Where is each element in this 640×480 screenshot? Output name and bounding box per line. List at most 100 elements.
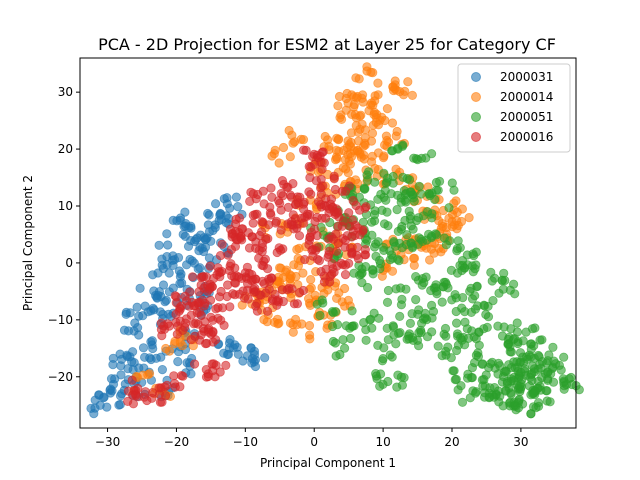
data-point (390, 76, 400, 86)
data-point (363, 167, 374, 177)
data-point (405, 318, 415, 328)
data-point (535, 335, 545, 345)
data-point (142, 395, 152, 406)
data-point (382, 297, 393, 307)
data-point (274, 158, 284, 168)
data-point (451, 318, 462, 328)
data-points (86, 62, 584, 419)
data-point (285, 190, 295, 200)
data-point (362, 282, 373, 293)
data-point (116, 361, 126, 371)
x-tick-label: 0 (310, 435, 318, 449)
data-point (247, 358, 257, 368)
data-point (276, 225, 286, 235)
data-point (314, 255, 324, 266)
data-point (340, 269, 351, 280)
data-point (326, 194, 337, 204)
data-point (379, 192, 389, 202)
data-point (431, 185, 442, 195)
data-point (545, 397, 555, 407)
data-point (478, 359, 488, 369)
data-point (387, 266, 398, 276)
data-point (226, 245, 236, 255)
data-point (243, 228, 254, 238)
data-point (230, 219, 241, 229)
data-point (203, 208, 213, 219)
data-point (392, 126, 402, 137)
data-point (253, 189, 263, 200)
data-point (383, 221, 393, 231)
data-point (436, 223, 446, 233)
data-point (402, 230, 412, 240)
data-point (369, 210, 380, 220)
data-point (383, 137, 394, 147)
data-point (533, 350, 544, 361)
data-point (345, 333, 356, 344)
data-point (155, 307, 165, 317)
data-point (339, 283, 350, 294)
data-point (396, 197, 406, 207)
data-point (351, 93, 361, 103)
data-point (305, 232, 315, 242)
data-point (417, 280, 427, 290)
data-point (388, 253, 398, 263)
data-point (266, 183, 276, 193)
data-point (237, 235, 247, 245)
data-point (196, 272, 206, 282)
data-point (352, 250, 362, 260)
data-point (382, 104, 392, 114)
data-point (316, 174, 326, 184)
data-point (509, 333, 520, 344)
data-point (169, 371, 179, 381)
data-point (356, 110, 366, 120)
data-point (411, 294, 421, 305)
data-point (548, 342, 558, 352)
data-point (108, 353, 118, 363)
data-point (300, 255, 310, 265)
data-point (518, 336, 528, 346)
data-point (274, 243, 284, 253)
data-point (527, 361, 538, 371)
legend-marker (471, 72, 481, 82)
data-point (351, 73, 361, 83)
data-point (348, 226, 358, 236)
data-point (409, 260, 419, 270)
y-tick-label: 0 (65, 256, 73, 270)
data-point (516, 367, 526, 378)
data-point (274, 318, 284, 328)
data-point (387, 146, 397, 156)
chart-title: PCA - 2D Projection for ESM2 at Layer 25… (98, 35, 556, 54)
data-point (400, 215, 410, 226)
data-point (315, 310, 325, 321)
data-point (544, 350, 554, 360)
data-point (451, 306, 461, 317)
data-point (322, 135, 333, 145)
data-point (306, 189, 316, 199)
data-point (407, 332, 417, 343)
y-axis-ticks: −20 −10 0 10 20 30 (48, 85, 80, 384)
data-point (288, 179, 298, 189)
data-point (299, 218, 309, 228)
y-tick-label: 10 (58, 199, 73, 213)
data-point (358, 225, 368, 235)
data-point (458, 292, 468, 303)
data-point (462, 250, 472, 260)
data-point (404, 206, 414, 216)
data-point (377, 356, 388, 366)
data-point (443, 342, 453, 352)
data-point (260, 254, 270, 264)
data-point (329, 267, 339, 277)
data-point (264, 274, 274, 284)
data-point (396, 224, 406, 234)
data-point (360, 140, 370, 150)
data-point (183, 241, 194, 251)
data-point (465, 286, 475, 296)
data-point (427, 213, 437, 223)
data-point (222, 193, 232, 203)
data-point (387, 118, 398, 128)
data-point (474, 340, 484, 350)
data-point (221, 360, 231, 370)
data-point (472, 282, 482, 292)
data-point (527, 324, 538, 334)
data-point (490, 363, 500, 373)
